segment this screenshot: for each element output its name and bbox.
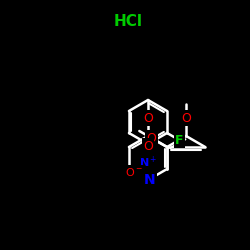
Text: O: O [181, 112, 191, 124]
Text: N$^+$: N$^+$ [139, 154, 157, 170]
Text: O: O [143, 112, 153, 124]
Text: O: O [143, 140, 153, 152]
Text: O: O [146, 132, 156, 144]
Text: O$^-$: O$^-$ [125, 166, 143, 178]
Text: F: F [175, 134, 184, 146]
Text: N: N [144, 173, 156, 187]
Text: HCl: HCl [114, 14, 142, 30]
